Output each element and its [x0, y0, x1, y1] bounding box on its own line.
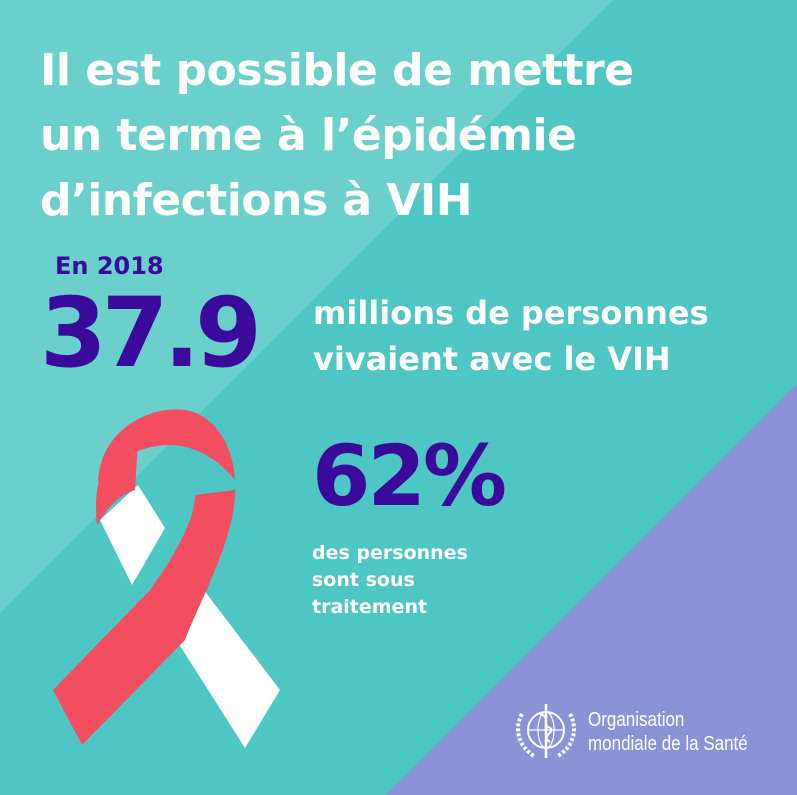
- who-name: Organisation mondiale de la Santé: [588, 708, 748, 756]
- who-logo: Organisation mondiale de la Santé: [510, 700, 776, 764]
- desc-line-1: millions de personnes: [313, 294, 709, 332]
- treatment-line-2: sont sous: [312, 569, 415, 591]
- who-emblem-icon: [516, 704, 576, 758]
- title-line-3: d’infections à VIH: [40, 175, 473, 226]
- treatment-percentage: 62%: [312, 427, 507, 525]
- treatment-description: des personnes sont sous traitement: [312, 540, 468, 621]
- desc-line-2: vivaient avec le VIH: [313, 340, 671, 378]
- treatment-line-1: des personnes: [312, 542, 468, 564]
- treatment-line-3: traitement: [312, 596, 428, 618]
- who-name-line-1: Organisation: [588, 709, 685, 731]
- page-title: Il est possible de mettre un terme à l’é…: [40, 38, 634, 233]
- title-line-1: Il est possible de mettre: [40, 45, 634, 96]
- people-living-with-hiv-value: 37.9: [40, 277, 262, 389]
- purple-corner: [386, 384, 797, 795]
- year-label: En 2018: [55, 252, 164, 280]
- people-living-with-hiv-description: millions de personnes vivaient avec le V…: [313, 290, 709, 382]
- title-line-2: un terme à l’épidémie: [40, 110, 577, 161]
- awareness-ribbon-icon: [53, 409, 280, 748]
- light-diagonal-band: [0, 0, 613, 613]
- who-name-line-2: mondiale de la Santé: [588, 733, 748, 755]
